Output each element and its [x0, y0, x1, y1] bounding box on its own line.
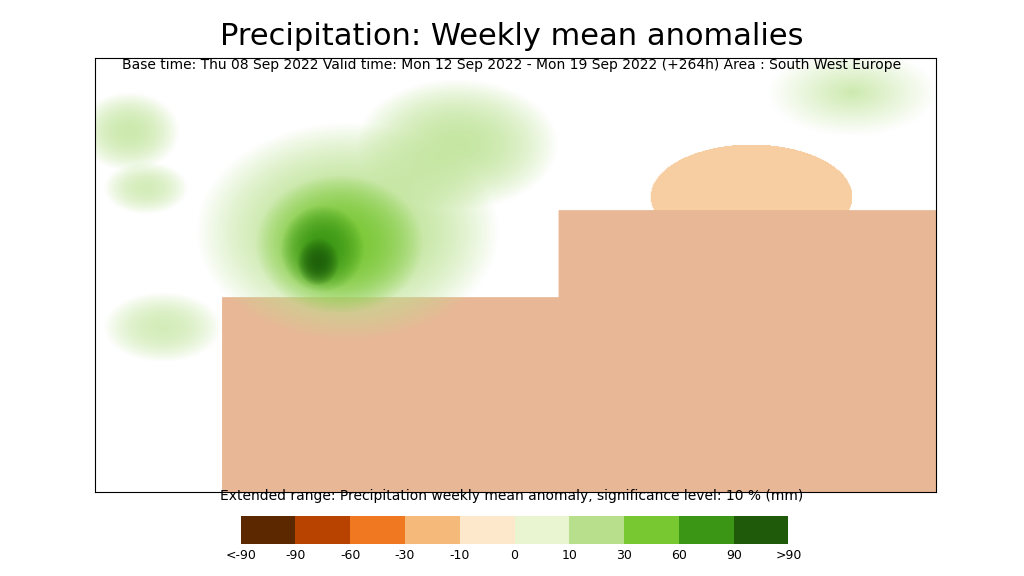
Text: Extended range: Precipitation weekly mean anomaly, significance level: 10 % (mm): Extended range: Precipitation weekly mea… [220, 489, 804, 503]
Text: 10: 10 [561, 549, 578, 562]
Text: 0: 0 [511, 549, 518, 562]
Bar [350, 516, 404, 544]
Text: 30: 30 [616, 549, 632, 562]
Bar [404, 516, 460, 544]
Text: 60: 60 [671, 549, 687, 562]
Bar [624, 516, 679, 544]
Bar [733, 516, 788, 544]
Text: Base time: Thu 08 Sep 2022 Valid time: Mon 12 Sep 2022 - Mon 19 Sep 2022 (+264h): Base time: Thu 08 Sep 2022 Valid time: M… [123, 58, 901, 71]
Bar [679, 516, 733, 544]
Bar [460, 516, 514, 544]
Bar [569, 516, 625, 544]
Bar [241, 516, 295, 544]
Text: Precipitation: Weekly mean anomalies: Precipitation: Weekly mean anomalies [220, 22, 804, 51]
Text: 90: 90 [726, 549, 741, 562]
Text: -30: -30 [395, 549, 415, 562]
Bar [514, 516, 569, 544]
Text: >90: >90 [775, 549, 802, 562]
Bar [295, 516, 350, 544]
Text: <-90: <-90 [225, 549, 256, 562]
Text: -10: -10 [450, 549, 470, 562]
Text: -60: -60 [340, 549, 360, 562]
Text: -90: -90 [286, 549, 305, 562]
